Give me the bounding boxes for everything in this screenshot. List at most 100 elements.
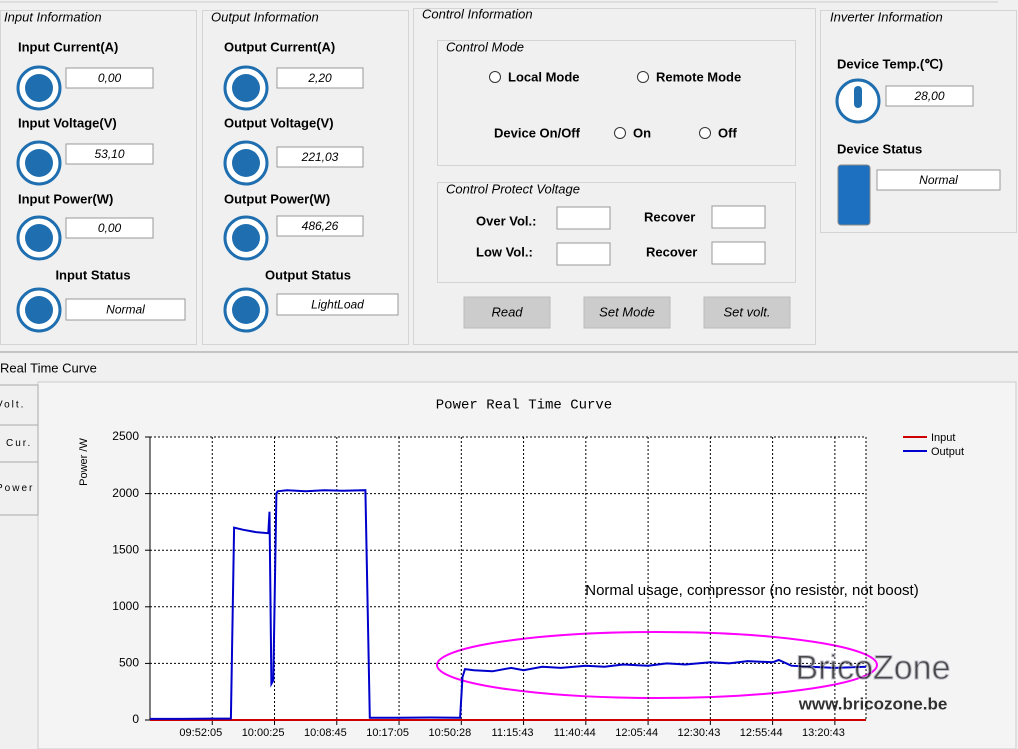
value-box [711,205,766,229]
label: Output Status [265,267,351,282]
label: Input Status [55,267,130,282]
label: 10:50:28 [428,727,471,739]
icon-core [232,224,260,252]
label: 11:15:43 [492,727,534,739]
label: Local Mode [508,69,580,84]
label: Set Mode [599,304,655,319]
status-box [876,169,1001,191]
radio-button[interactable] [637,71,649,83]
radio-button[interactable] [699,127,711,139]
icon-core [232,296,260,324]
icon-core [25,296,53,324]
label: 486,26 [302,219,339,233]
series-line [150,489,867,720]
label: 12:05:44 [615,727,658,739]
value-box [556,206,611,230]
button[interactable] [463,296,551,329]
label: Low Vol.: [476,244,533,259]
label: Output [931,446,964,458]
label: Input [931,432,955,444]
value-box [711,241,766,265]
label: 2500 [112,429,139,443]
value-box [276,215,364,237]
label: Recover [644,209,695,224]
label: LightLoad [311,298,364,312]
label: Read [491,304,523,319]
label: 1000 [112,599,139,613]
label: 10:08:45 [304,727,347,739]
label: Remote Mode [656,69,741,84]
label: Input Power(W) [18,191,113,206]
label: 2,20 [307,71,332,85]
label: 500 [119,656,139,670]
label: Off [718,125,737,140]
value-box [65,143,154,165]
label: BricoZone [796,649,951,687]
label: Power [0,483,34,494]
label: Control Mode [446,39,524,54]
label: On [633,125,651,140]
icon-core [25,224,53,252]
label: Normal [919,173,958,187]
label: 10:00:25 [242,727,285,739]
value-box [556,242,611,266]
label: Input Current(A) [18,39,118,54]
icon-core [232,74,260,102]
label: Control Protect Voltage [446,181,580,196]
status-box [276,293,399,316]
label: Normal [106,303,145,317]
label: Cur. [6,438,32,449]
label: Power Real Time Curve [436,398,612,414]
label: Output Power(W) [224,191,330,206]
label: Device Temp.(℃) [837,56,943,71]
icon-core [854,86,862,108]
label: Real Time Curve [0,360,97,375]
label: Inverter Information [830,9,943,24]
label: 0 [132,712,139,726]
radio-button[interactable] [489,71,501,83]
label: 1500 [112,542,139,556]
value-box [885,85,974,107]
label: www.bricozone.be [798,694,948,713]
button[interactable] [703,296,791,329]
label: Power /W [78,438,90,486]
label: 0,00 [98,221,122,235]
label: Recover [646,244,697,259]
label: Output Current(A) [224,39,335,54]
label: 221,03 [301,150,339,164]
icon-core [25,74,53,102]
label: 12:55:44 [740,727,783,739]
device-image [837,164,871,226]
label: 11:40:44 [554,727,596,739]
tab[interactable] [0,461,39,516]
label: Set volt. [724,304,771,319]
label: 2000 [112,486,139,500]
label: Over Vol.: [476,213,536,228]
value-box [276,146,364,168]
label: Input Information [4,9,102,24]
label: 10:17:05 [366,727,409,739]
label: Output Voltage(V) [224,115,334,130]
label: Volt. [0,400,25,411]
value-box [65,67,154,89]
label: Output Information [211,9,319,24]
radio-button[interactable] [614,127,626,139]
label: Device On/Off [494,125,581,140]
label: Input Voltage(V) [18,115,117,130]
value-box [276,67,364,89]
value-box [65,217,154,239]
label: 12:30:43 [678,727,721,739]
label: 28,00 [913,89,944,103]
label: Normal usage, compressor (no resistor, n… [585,582,918,599]
label: 0,00 [98,71,122,85]
label: 53,10 [94,147,124,161]
icon-core [25,149,53,177]
label: 09:52:05 [179,727,222,739]
button[interactable] [583,296,671,329]
status-box [65,298,186,321]
icon-core [232,149,260,177]
label: Control Information [422,6,533,21]
label: Device Status [837,141,922,156]
label: 13:20:43 [802,727,845,739]
